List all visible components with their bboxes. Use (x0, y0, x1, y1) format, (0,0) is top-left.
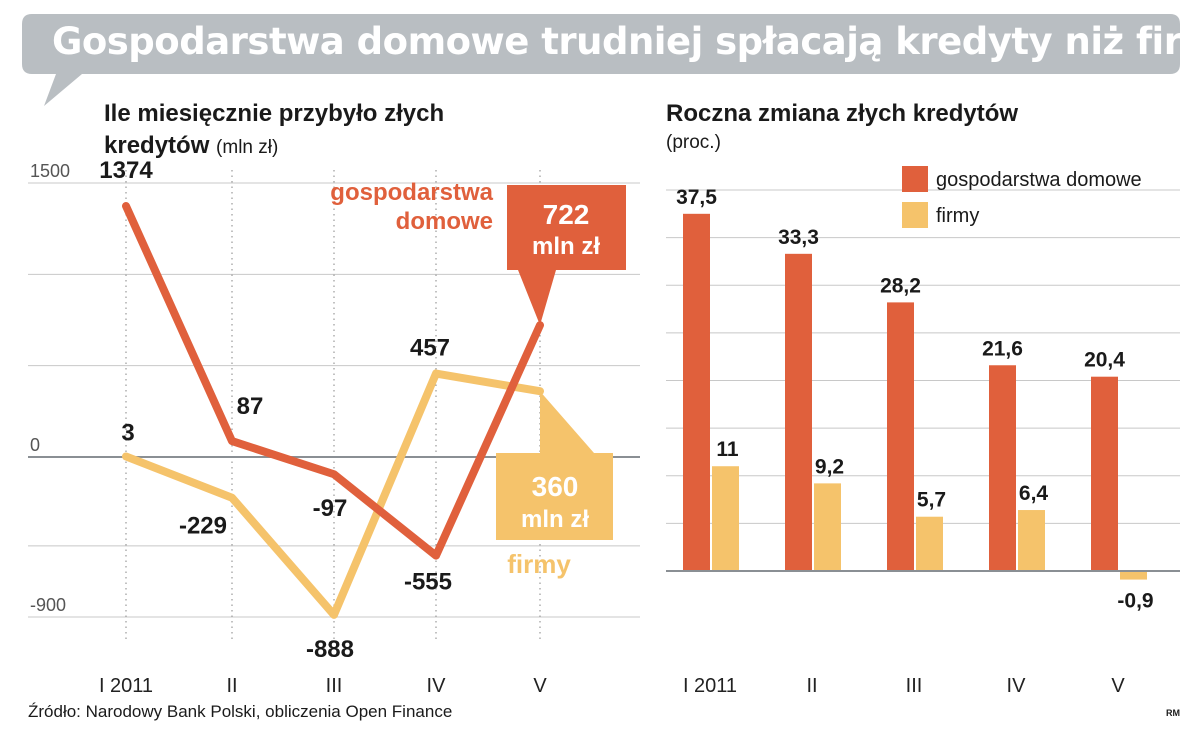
page-title: Gospodarstwa domowe trudniej spłacają kr… (52, 20, 1200, 63)
firms-bar (814, 483, 841, 571)
firms-bar-label: 9,2 (815, 455, 844, 478)
left-chart-title-line2: kredytów (104, 132, 210, 159)
firms-point-label: 457 (410, 335, 450, 362)
bar-x-tick-label: I 2011 (683, 675, 737, 697)
firms-bar (712, 466, 739, 571)
firms-bar-label: -0,9 (1117, 590, 1153, 613)
title-banner: Gospodarstwa domowe trudniej spłacają kr… (22, 14, 1200, 106)
bar-x-tick-label: IV (1007, 675, 1027, 697)
source-note: Źródło: Narodowy Bank Polski, obliczenia… (28, 702, 453, 721)
line-y-tick-label: -900 (30, 595, 66, 615)
line-y-tick-label: 0 (30, 435, 40, 455)
legend-households-swatch (902, 166, 928, 192)
households-series-line (122, 202, 544, 560)
firms-bar-label: 5,7 (917, 489, 946, 512)
households-series-name-line1: gospodarstwa (330, 179, 493, 206)
households-bar-label: 20,4 (1084, 349, 1125, 372)
firms-bar-label: 11 (716, 438, 739, 461)
households-bar-label: 37,5 (676, 186, 717, 209)
households-bar (989, 365, 1016, 571)
right-chart-title: Roczna zmiana złych kredytów (666, 100, 1019, 127)
line-x-tick-label: II (226, 675, 237, 697)
households-point-label: -97 (313, 495, 348, 522)
households-bar (785, 253, 812, 571)
firms-bar (916, 516, 943, 571)
households-point-label: 87 (237, 393, 264, 420)
households-callout-box (507, 185, 626, 326)
line-x-tick-label: I 2011 (99, 675, 153, 697)
right-chart-unit: (proc.) (666, 132, 721, 153)
firms-callout-value: 360 (532, 471, 579, 502)
households-point-label: -555 (404, 569, 452, 596)
households-callout-value: 722 (543, 199, 590, 230)
left-chart-title: Ile miesięcznie przybyło złych kredytów … (104, 98, 444, 164)
firms-bar (1120, 571, 1147, 580)
firms-series-name: firmy (507, 549, 571, 579)
households-bar-label: 21,6 (982, 337, 1023, 360)
credit-mark: RM (1166, 708, 1180, 718)
households-bar (1091, 376, 1118, 571)
firms-callout-box (496, 391, 613, 540)
households-callout-unit: mln zł (532, 233, 600, 260)
bar-x-tick-label: II (806, 675, 817, 697)
left-chart-unit: (mln zł) (216, 137, 279, 158)
legend-firms-label: firmy (936, 205, 979, 227)
legend-firms-swatch (902, 202, 928, 228)
households-bar (683, 213, 710, 571)
households-series-name-line2: domowe (396, 208, 493, 235)
firms-callout-unit: mln zł (521, 506, 589, 533)
bar-x-tick-label: III (906, 675, 923, 697)
bar-chart: 37,5 33,3 28,2 21,6 20,4 11 9,2 5,7 6,4 -0,9 I 201… (666, 166, 1180, 697)
households-bar-label: 28,2 (880, 274, 921, 297)
bar-x-tick-label: V (1111, 675, 1125, 697)
title-banner-shape (22, 14, 1180, 106)
line-x-tick-label: V (533, 675, 547, 697)
firms-point-label: 3 (121, 419, 134, 446)
line-x-tick-label: IV (427, 675, 447, 697)
line-x-tick-label: III (326, 675, 343, 697)
households-point-label: 1374 (99, 157, 153, 184)
firms-point-label: -229 (179, 513, 227, 540)
firms-bar (1018, 510, 1045, 571)
legend-households-label: gospodarstwa domowe (936, 169, 1142, 191)
firms-series-line (122, 369, 544, 619)
households-bar-label: 33,3 (778, 226, 819, 249)
line-y-tick-label: 1500 (30, 161, 70, 181)
firms-point-label: -888 (306, 636, 354, 663)
left-chart-title-line1: Ile miesięcznie przybyło złych (104, 100, 445, 127)
households-bar (887, 302, 914, 571)
firms-bar-label: 6,4 (1019, 482, 1049, 505)
